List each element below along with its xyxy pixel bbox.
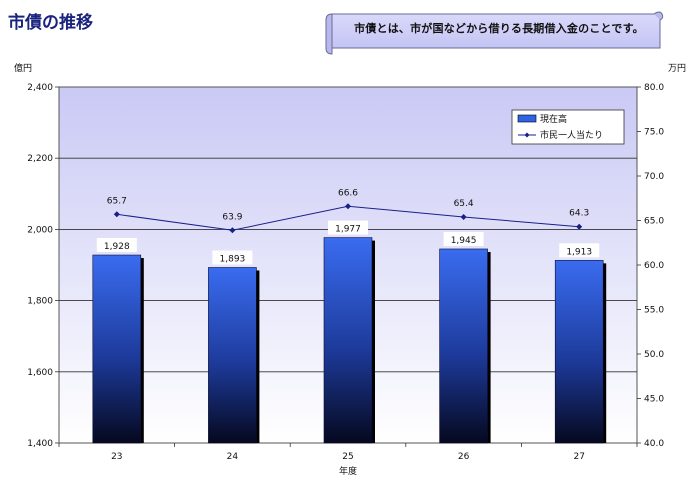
- note-text: 市債とは、市が国などから借りる長期借入金のことです。: [354, 22, 644, 35]
- bar-data-label: 1,913: [566, 247, 592, 257]
- y-tick-label-left: 2,000: [27, 225, 53, 235]
- line-point: [113, 211, 120, 218]
- legend-swatch-bar: [517, 114, 537, 123]
- line-data-label: 65.7: [107, 196, 127, 206]
- y-tick-label-right: 60.0: [644, 261, 664, 271]
- y-axis-left-label: 億円: [14, 62, 32, 74]
- bar-data-label: 1,945: [451, 236, 477, 246]
- scroll-banner-icon: [325, 11, 664, 55]
- legend-label-line: 市民一人当たり: [540, 129, 603, 141]
- bar: [208, 267, 257, 444]
- y-tick-label-right: 55.0: [644, 306, 664, 316]
- line-data-label: 64.3: [569, 209, 589, 219]
- y-tick-label-right: 40.0: [644, 439, 664, 449]
- x-tick-label: 24: [227, 452, 239, 462]
- y-tick-label-right: 80.0: [644, 83, 664, 93]
- page-title: 市債の推移: [8, 13, 93, 33]
- y-tick-label-right: 65.0: [644, 217, 664, 227]
- y-axis-right-label: 万円: [668, 63, 686, 74]
- legend-swatch-marker: [524, 132, 530, 138]
- x-tick-label: 25: [342, 452, 353, 462]
- y-tick-label-right: 70.0: [644, 172, 664, 182]
- bar: [554, 260, 604, 444]
- line-point: [460, 213, 467, 220]
- line-point: [576, 223, 583, 230]
- line-data-label: 63.9: [222, 212, 242, 222]
- y-tick-label-left: 1,400: [27, 439, 53, 449]
- line-point: [345, 203, 351, 210]
- bar-label-box: [328, 220, 368, 235]
- bar: [323, 237, 373, 444]
- bar-data-label: 1,977: [335, 225, 361, 235]
- y-tick-label-left: 1,800: [27, 297, 53, 307]
- y-tick-label-right: 75.0: [644, 128, 664, 138]
- bar-label-box: [96, 238, 137, 253]
- line-data-label: 66.6: [338, 188, 358, 198]
- bar: [439, 248, 488, 444]
- bar-data-label: 1,928: [104, 242, 130, 252]
- legend-label-bar: 現在高: [540, 113, 567, 125]
- bar-data-label: 1,893: [220, 254, 246, 264]
- y-tick-label-right: 50.0: [644, 350, 664, 360]
- note-banner: 市債とは、市が国などから借りる長期借入金のことです。: [322, 10, 664, 56]
- x-tick-label: 23: [111, 452, 122, 462]
- y-tick-label-left: 2,400: [27, 83, 53, 93]
- x-tick-label: 27: [573, 452, 584, 462]
- bar-label-box: [559, 243, 600, 258]
- bar-label-box: [443, 231, 484, 246]
- y-tick-label-left: 1,600: [27, 368, 53, 378]
- bar: [92, 254, 142, 444]
- y-tick-label-right: 45.0: [644, 395, 664, 405]
- x-tick-label: 26: [458, 452, 470, 462]
- y-tick-label-left: 2,200: [27, 154, 53, 164]
- legend: 現在高 市民一人当たり: [511, 109, 625, 145]
- line-point: [229, 227, 236, 234]
- line-data-label: 65.4: [454, 199, 474, 209]
- x-axis-label: 年度: [339, 465, 357, 477]
- bar-label-box: [212, 250, 253, 265]
